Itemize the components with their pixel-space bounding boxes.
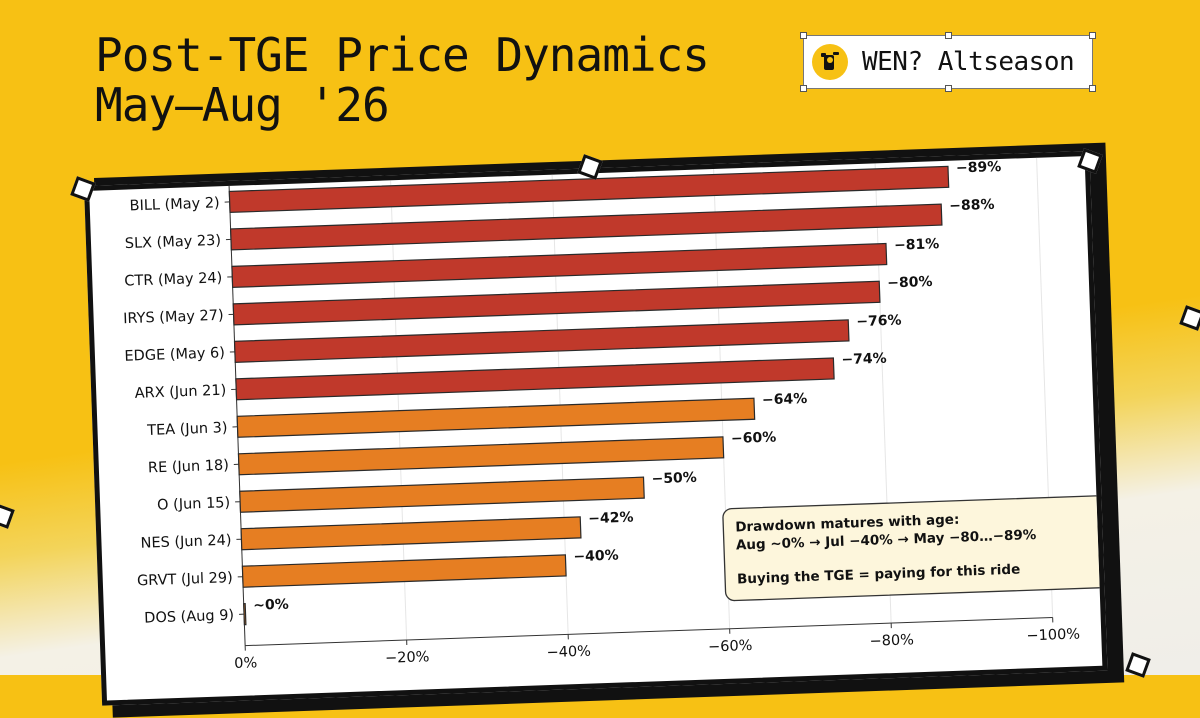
brand-label: WEN? Altseason [862,47,1074,77]
data-label: −74% [841,351,887,369]
bar [231,204,942,250]
x-axis-line [245,617,1053,645]
data-label: −64% [762,391,808,409]
selection-handle [1089,32,1096,39]
title-line-2: May–Aug '26 [95,80,709,130]
category-label: NES (Jun 24) [140,533,231,552]
bar [240,477,644,512]
x-tick-label: −60% [708,638,753,656]
data-label: −60% [731,429,777,447]
category-label: ARX (Jun 21) [134,383,226,402]
x-tick-label: 0% [234,655,258,672]
category-label: TEA (Jun 3) [146,420,228,439]
category-label: DOS (Aug 9) [144,608,234,627]
x-tick-label: −20% [385,649,430,667]
category-label: CTR (May 24) [124,270,223,289]
category-label: RE (Jun 18) [148,458,229,477]
category-label: EDGE (May 6) [124,345,225,364]
bar [238,437,723,475]
data-label: −40% [573,548,619,566]
data-label: −89% [956,159,1002,177]
x-tick-label: −40% [546,644,591,662]
category-label: O (Jun 15) [157,495,231,514]
data-label: −81% [894,236,940,254]
data-label: −76% [856,313,902,331]
bar [235,320,849,362]
brand-logo-icon [812,44,848,80]
corner-handle [1125,652,1151,678]
title-line-1: Post-TGE Price Dynamics [95,30,709,80]
data-label: −42% [588,510,634,528]
selection-handle [945,85,952,92]
bar [233,281,880,325]
bar [232,244,887,288]
chart-card: BILL (May 2) −89% SLX (May 23) −88% CTR (May… [84,151,1108,706]
selection-handle [800,32,807,39]
x-tick-label: −100% [1026,627,1080,645]
category-label: GRVT (Jul 29) [137,570,233,589]
selection-handle [800,85,807,92]
category-label: IRYS (May 27) [123,308,224,327]
chart-svg: BILL (May 2) −89% SLX (May 23) −88% CTR (May… [89,156,1102,700]
brand-badge[interactable]: WEN? Altseason [803,35,1093,89]
corner-handle [0,503,15,529]
bar [236,358,834,400]
selection-handle [1089,85,1096,92]
category-label: SLX (May 23) [125,233,222,252]
data-label: −50% [651,470,697,488]
bar [237,398,755,437]
corner-handle [1179,305,1200,331]
category-label: BILL (May 2) [129,195,220,214]
x-tick-label: −80% [869,632,914,650]
page-title: Post-TGE Price Dynamics May–Aug '26 [95,30,709,130]
data-label: ~0% [253,597,289,614]
data-label: −80% [887,274,933,292]
data-label: −88% [949,197,995,215]
selection-handle [945,32,952,39]
bar [241,517,581,550]
